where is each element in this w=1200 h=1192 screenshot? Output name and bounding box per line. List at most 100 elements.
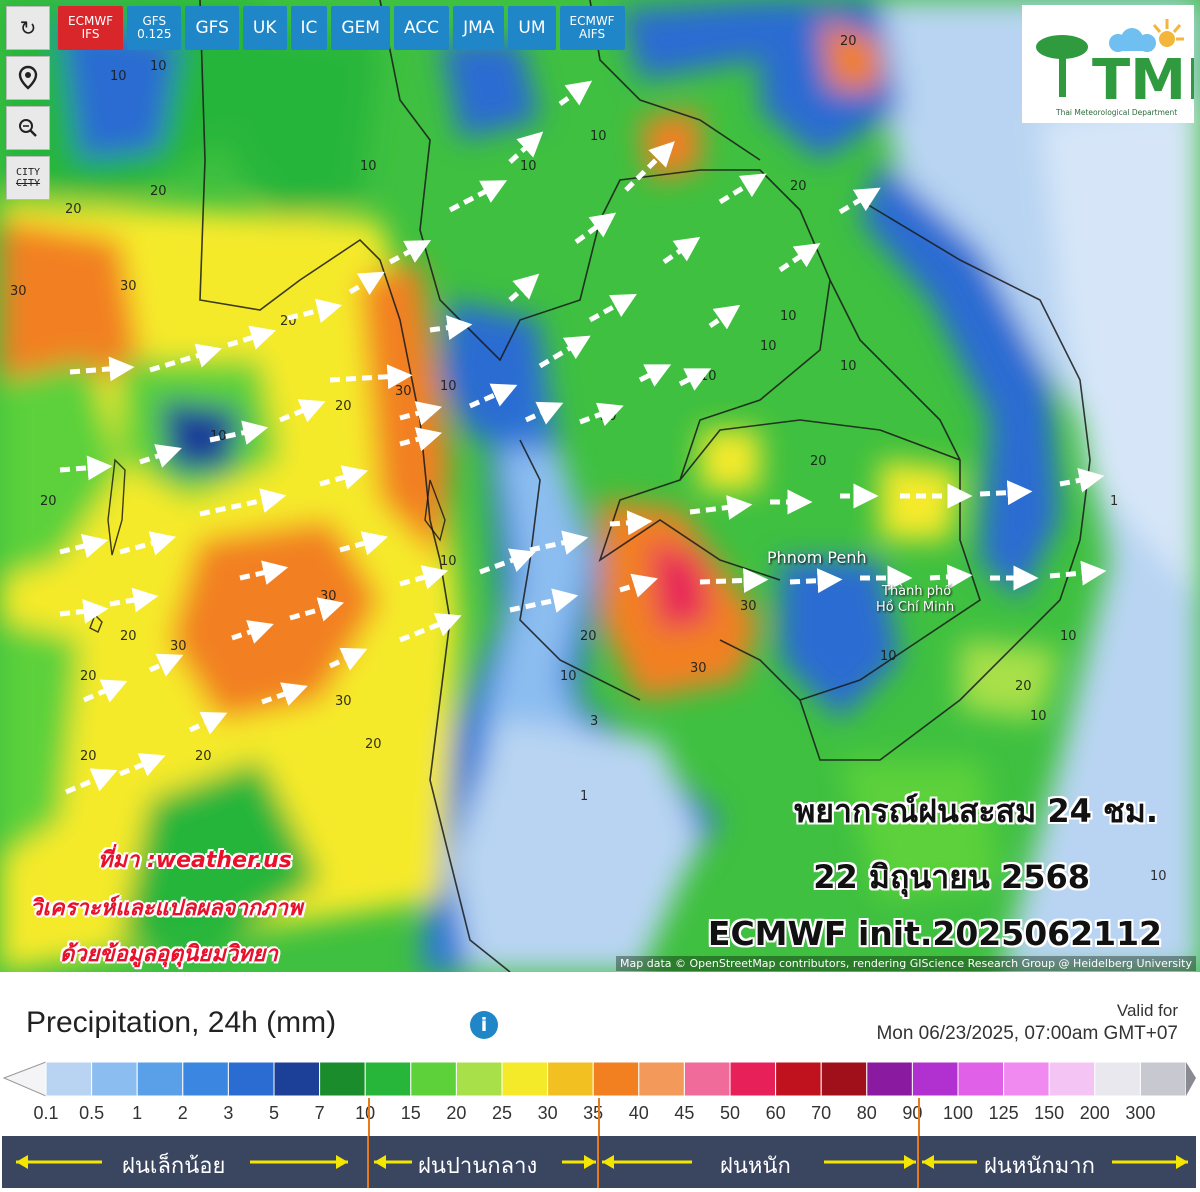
category-arrowhead: [16, 1155, 28, 1169]
city-toggle-label-2: CITY: [15, 178, 41, 189]
category-very-heavy-rain: ฝนหนักมาก: [984, 1154, 1095, 1179]
scale-swatch: [592, 1061, 640, 1097]
precipitation-map[interactable]: 30 20 20 20 20 30 10 10 20 20 30 30 30 20 20 20 20 1…: [0, 0, 1200, 972]
model-sublabel: AIFS: [579, 27, 606, 41]
source-line-2: วิเคราะห์และแปลผลจากภาพ: [30, 896, 303, 921]
rain-category-bar: [2, 1096, 1196, 1188]
model-button-ecmwf-aifs[interactable]: ECMWF AIFS: [559, 6, 625, 50]
svg-text:30: 30: [335, 694, 352, 709]
scale-swatch: [501, 1061, 549, 1097]
category-moderate-rain: ฝนปานกลาง: [418, 1154, 538, 1179]
scale-tick-label: 25: [491, 1103, 513, 1123]
scale-swatch: [1139, 1061, 1187, 1097]
scale-tick-label: 15: [400, 1103, 421, 1123]
svg-text:10: 10: [440, 379, 457, 394]
svg-text:10: 10: [840, 359, 857, 374]
svg-text:30: 30: [170, 639, 187, 654]
svg-text:20: 20: [80, 669, 97, 684]
model-label: JMA: [463, 18, 495, 38]
svg-text:20: 20: [195, 749, 212, 764]
model-button-gfs-0-125[interactable]: GFS 0.125: [127, 6, 182, 50]
model-button-acc[interactable]: ACC: [393, 6, 450, 50]
category-arrowhead: [922, 1155, 934, 1169]
scale-tick-label: 2: [177, 1103, 188, 1123]
city-labels-toggle[interactable]: CITY CITY: [6, 156, 50, 200]
scale-tick-label: 10: [355, 1103, 376, 1123]
category-arrowhead: [374, 1155, 386, 1169]
legend-title: Precipitation, 24h (mm): [26, 1006, 337, 1039]
scale-tick-label: 0.1: [33, 1103, 59, 1123]
svg-text:1: 1: [1110, 494, 1118, 509]
svg-text:20: 20: [335, 399, 352, 414]
svg-text:20: 20: [1015, 679, 1032, 694]
svg-text:30: 30: [690, 661, 707, 676]
model-selector: ECMWF IFS GFS 0.125 GFS UK IC GEM ACC JMA UM ECMWF A…: [58, 6, 625, 50]
svg-text:10: 10: [1150, 869, 1167, 884]
svg-text:10: 10: [150, 59, 167, 74]
scale-tick-label: 90: [902, 1103, 923, 1123]
scale-swatch: [911, 1061, 959, 1097]
city-label-hcmc-1: Thành phố: [882, 584, 952, 599]
svg-text:20: 20: [840, 34, 857, 49]
source-line-3: ด้วยข้อมูลอุตุนิยมวิทยา: [60, 942, 278, 967]
model-button-gem[interactable]: GEM: [331, 6, 390, 50]
forecast-date: 22 มิถุนายน 2568: [813, 858, 1090, 896]
valid-for-label: Valid for: [1116, 1001, 1178, 1020]
svg-text:30: 30: [10, 284, 27, 299]
scale-tick-label: 50: [719, 1103, 741, 1123]
scale-swatch: [136, 1061, 184, 1097]
svg-text:10: 10: [1060, 629, 1077, 644]
svg-text:20: 20: [580, 629, 597, 644]
location-button[interactable]: [6, 56, 50, 100]
category-divider-tick: [918, 1098, 920, 1136]
model-button-ic[interactable]: IC: [290, 6, 328, 50]
model-button-um[interactable]: UM: [508, 6, 556, 50]
zoom-icon: [19, 119, 37, 137]
scale-tick-label: 200: [1079, 1103, 1110, 1123]
model-button-ecmwf-ifs[interactable]: ECMWF IFS: [58, 6, 124, 50]
scale-swatch: [866, 1061, 913, 1097]
svg-text:10: 10: [590, 129, 607, 144]
svg-text:10: 10: [360, 159, 377, 174]
model-button-gfs[interactable]: GFS: [185, 6, 239, 50]
info-icon[interactable]: i: [470, 1011, 498, 1039]
category-arrowhead: [602, 1155, 614, 1169]
scale-tick-label: 35: [583, 1103, 604, 1123]
city-label-phnom-penh: Phnom Penh: [767, 548, 867, 567]
city-toggle-label-1: CITY: [15, 167, 41, 178]
model-label: ACC: [403, 18, 440, 38]
scale-swatch: [182, 1061, 229, 1097]
scale-swatch: [455, 1061, 503, 1097]
refresh-button[interactable]: ↻: [6, 6, 50, 50]
model-button-jma[interactable]: JMA: [453, 6, 505, 50]
tmd-logo-subtitle: Thai Meteorological Department: [1055, 108, 1177, 117]
city-label-hcmc-2: Hồ Chí Minh: [876, 600, 955, 615]
scale-swatch: [638, 1061, 685, 1097]
model-label: ECMWF: [68, 14, 114, 28]
svg-text:30: 30: [740, 599, 757, 614]
svg-text:3: 3: [590, 714, 598, 729]
svg-text:20: 20: [810, 454, 827, 469]
scale-swatch: [319, 1061, 366, 1097]
scale-swatch: [410, 1061, 457, 1097]
scale-tick-label: 150: [1034, 1103, 1065, 1123]
model-button-uk[interactable]: UK: [242, 6, 287, 50]
scale-tick-label: 300: [1125, 1103, 1156, 1123]
tmd-logo: TMD Thai Meteorological Department: [1022, 5, 1200, 123]
scale-tick-label: 3: [223, 1103, 234, 1123]
svg-text:10: 10: [760, 339, 777, 354]
scale-swatch: [364, 1061, 412, 1097]
scale-swatch: [227, 1061, 275, 1097]
svg-text:30: 30: [320, 589, 337, 604]
scale-swatch: [775, 1061, 822, 1097]
scale-swatch: [91, 1061, 138, 1097]
scale-swatch: [957, 1061, 1005, 1097]
scale-swatch: [273, 1061, 321, 1097]
zoom-button[interactable]: [6, 106, 50, 150]
model-label: GFS: [195, 18, 229, 38]
scale-tick-label: 7: [314, 1103, 325, 1123]
svg-text:10: 10: [880, 649, 897, 664]
scale-swatch: [45, 1061, 93, 1097]
scale-tick-label: 30: [537, 1103, 558, 1123]
